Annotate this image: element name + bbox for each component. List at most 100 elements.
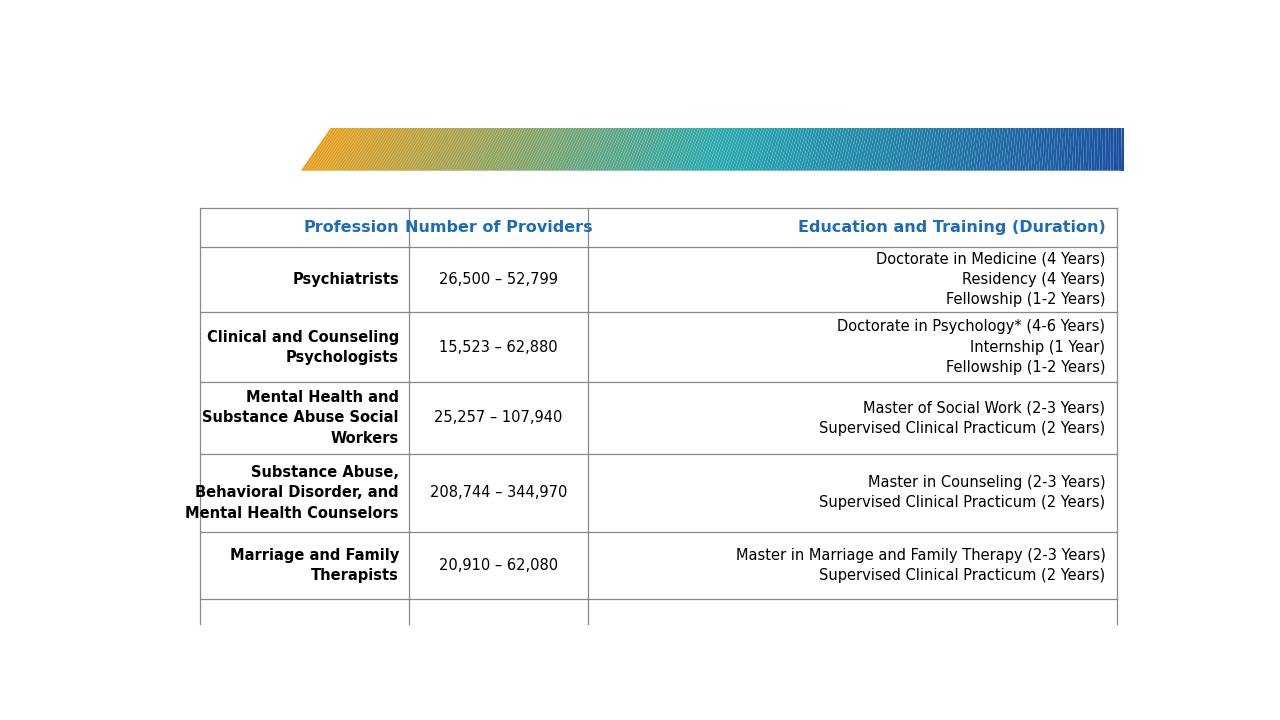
Polygon shape: [512, 128, 538, 171]
Polygon shape: [1083, 128, 1087, 171]
Polygon shape: [872, 128, 883, 171]
Polygon shape: [998, 128, 1005, 171]
Polygon shape: [425, 128, 452, 171]
Polygon shape: [1075, 128, 1079, 171]
Polygon shape: [841, 128, 855, 171]
Polygon shape: [687, 128, 707, 171]
Text: Clinical and Counseling
Psychologists: Clinical and Counseling Psychologists: [207, 330, 399, 365]
Polygon shape: [927, 128, 937, 171]
Polygon shape: [406, 128, 434, 171]
Polygon shape: [941, 128, 950, 171]
Polygon shape: [1011, 128, 1019, 171]
Polygon shape: [1066, 128, 1071, 171]
Polygon shape: [1088, 128, 1093, 171]
Polygon shape: [306, 128, 338, 171]
Polygon shape: [948, 128, 957, 171]
Polygon shape: [922, 128, 931, 171]
Polygon shape: [474, 128, 500, 171]
Polygon shape: [896, 128, 908, 171]
Polygon shape: [745, 128, 762, 171]
Polygon shape: [493, 128, 518, 171]
Polygon shape: [507, 128, 531, 171]
Polygon shape: [370, 128, 399, 171]
Polygon shape: [803, 128, 818, 171]
Polygon shape: [913, 128, 923, 171]
Polygon shape: [773, 128, 788, 171]
Polygon shape: [468, 128, 494, 171]
Polygon shape: [572, 128, 595, 171]
Polygon shape: [353, 128, 384, 171]
Text: Number of Providers: Number of Providers: [404, 220, 593, 235]
Polygon shape: [392, 128, 421, 171]
Polygon shape: [498, 128, 524, 171]
Polygon shape: [783, 128, 799, 171]
Polygon shape: [982, 128, 989, 171]
Polygon shape: [809, 128, 823, 171]
Polygon shape: [632, 128, 653, 171]
Polygon shape: [792, 128, 806, 171]
Polygon shape: [957, 128, 965, 171]
Polygon shape: [877, 128, 888, 171]
Polygon shape: [888, 128, 900, 171]
Polygon shape: [495, 128, 521, 171]
Polygon shape: [394, 128, 424, 171]
Polygon shape: [1069, 128, 1074, 171]
Polygon shape: [367, 128, 397, 171]
Polygon shape: [337, 128, 367, 171]
Polygon shape: [433, 128, 461, 171]
Polygon shape: [833, 128, 846, 171]
Polygon shape: [899, 128, 910, 171]
Polygon shape: [666, 128, 685, 171]
Polygon shape: [790, 128, 804, 171]
Polygon shape: [1025, 128, 1032, 171]
Polygon shape: [992, 128, 1000, 171]
Polygon shape: [716, 128, 732, 171]
Polygon shape: [883, 128, 895, 171]
Polygon shape: [850, 128, 863, 171]
Polygon shape: [342, 128, 372, 171]
Polygon shape: [1047, 128, 1053, 171]
Polygon shape: [440, 128, 468, 171]
Polygon shape: [543, 128, 566, 171]
Text: 208,744 – 344,970: 208,744 – 344,970: [430, 485, 567, 500]
Polygon shape: [372, 128, 402, 171]
Polygon shape: [1056, 128, 1061, 171]
Polygon shape: [1009, 128, 1016, 171]
Polygon shape: [915, 128, 925, 171]
Polygon shape: [605, 128, 627, 171]
Polygon shape: [1097, 128, 1101, 171]
Polygon shape: [308, 128, 342, 171]
Polygon shape: [1100, 128, 1103, 171]
Polygon shape: [858, 128, 870, 171]
Polygon shape: [351, 128, 381, 171]
Polygon shape: [421, 128, 449, 171]
Polygon shape: [696, 128, 714, 171]
Polygon shape: [1020, 128, 1027, 171]
Polygon shape: [984, 128, 992, 171]
Polygon shape: [323, 128, 355, 171]
Polygon shape: [361, 128, 392, 171]
Polygon shape: [831, 128, 844, 171]
Polygon shape: [428, 128, 454, 171]
Polygon shape: [797, 128, 812, 171]
Polygon shape: [627, 128, 648, 171]
Polygon shape: [1023, 128, 1029, 171]
Polygon shape: [315, 128, 347, 171]
Polygon shape: [1107, 128, 1111, 171]
Polygon shape: [402, 128, 431, 171]
Polygon shape: [977, 128, 984, 171]
Polygon shape: [438, 128, 466, 171]
Polygon shape: [704, 128, 722, 171]
Polygon shape: [562, 128, 585, 171]
Polygon shape: [800, 128, 814, 171]
Polygon shape: [564, 128, 588, 171]
Polygon shape: [397, 128, 426, 171]
Polygon shape: [488, 128, 513, 171]
Polygon shape: [646, 128, 667, 171]
Polygon shape: [726, 128, 744, 171]
Text: Doctorate in Psychology* (4-6 Years)
Internship (1 Year)
Fellowship (1-2 Years): Doctorate in Psychology* (4-6 Years) Int…: [837, 320, 1106, 375]
Polygon shape: [334, 128, 365, 171]
Polygon shape: [1114, 128, 1116, 171]
Text: Profession: Profession: [303, 220, 399, 235]
Polygon shape: [644, 128, 664, 171]
